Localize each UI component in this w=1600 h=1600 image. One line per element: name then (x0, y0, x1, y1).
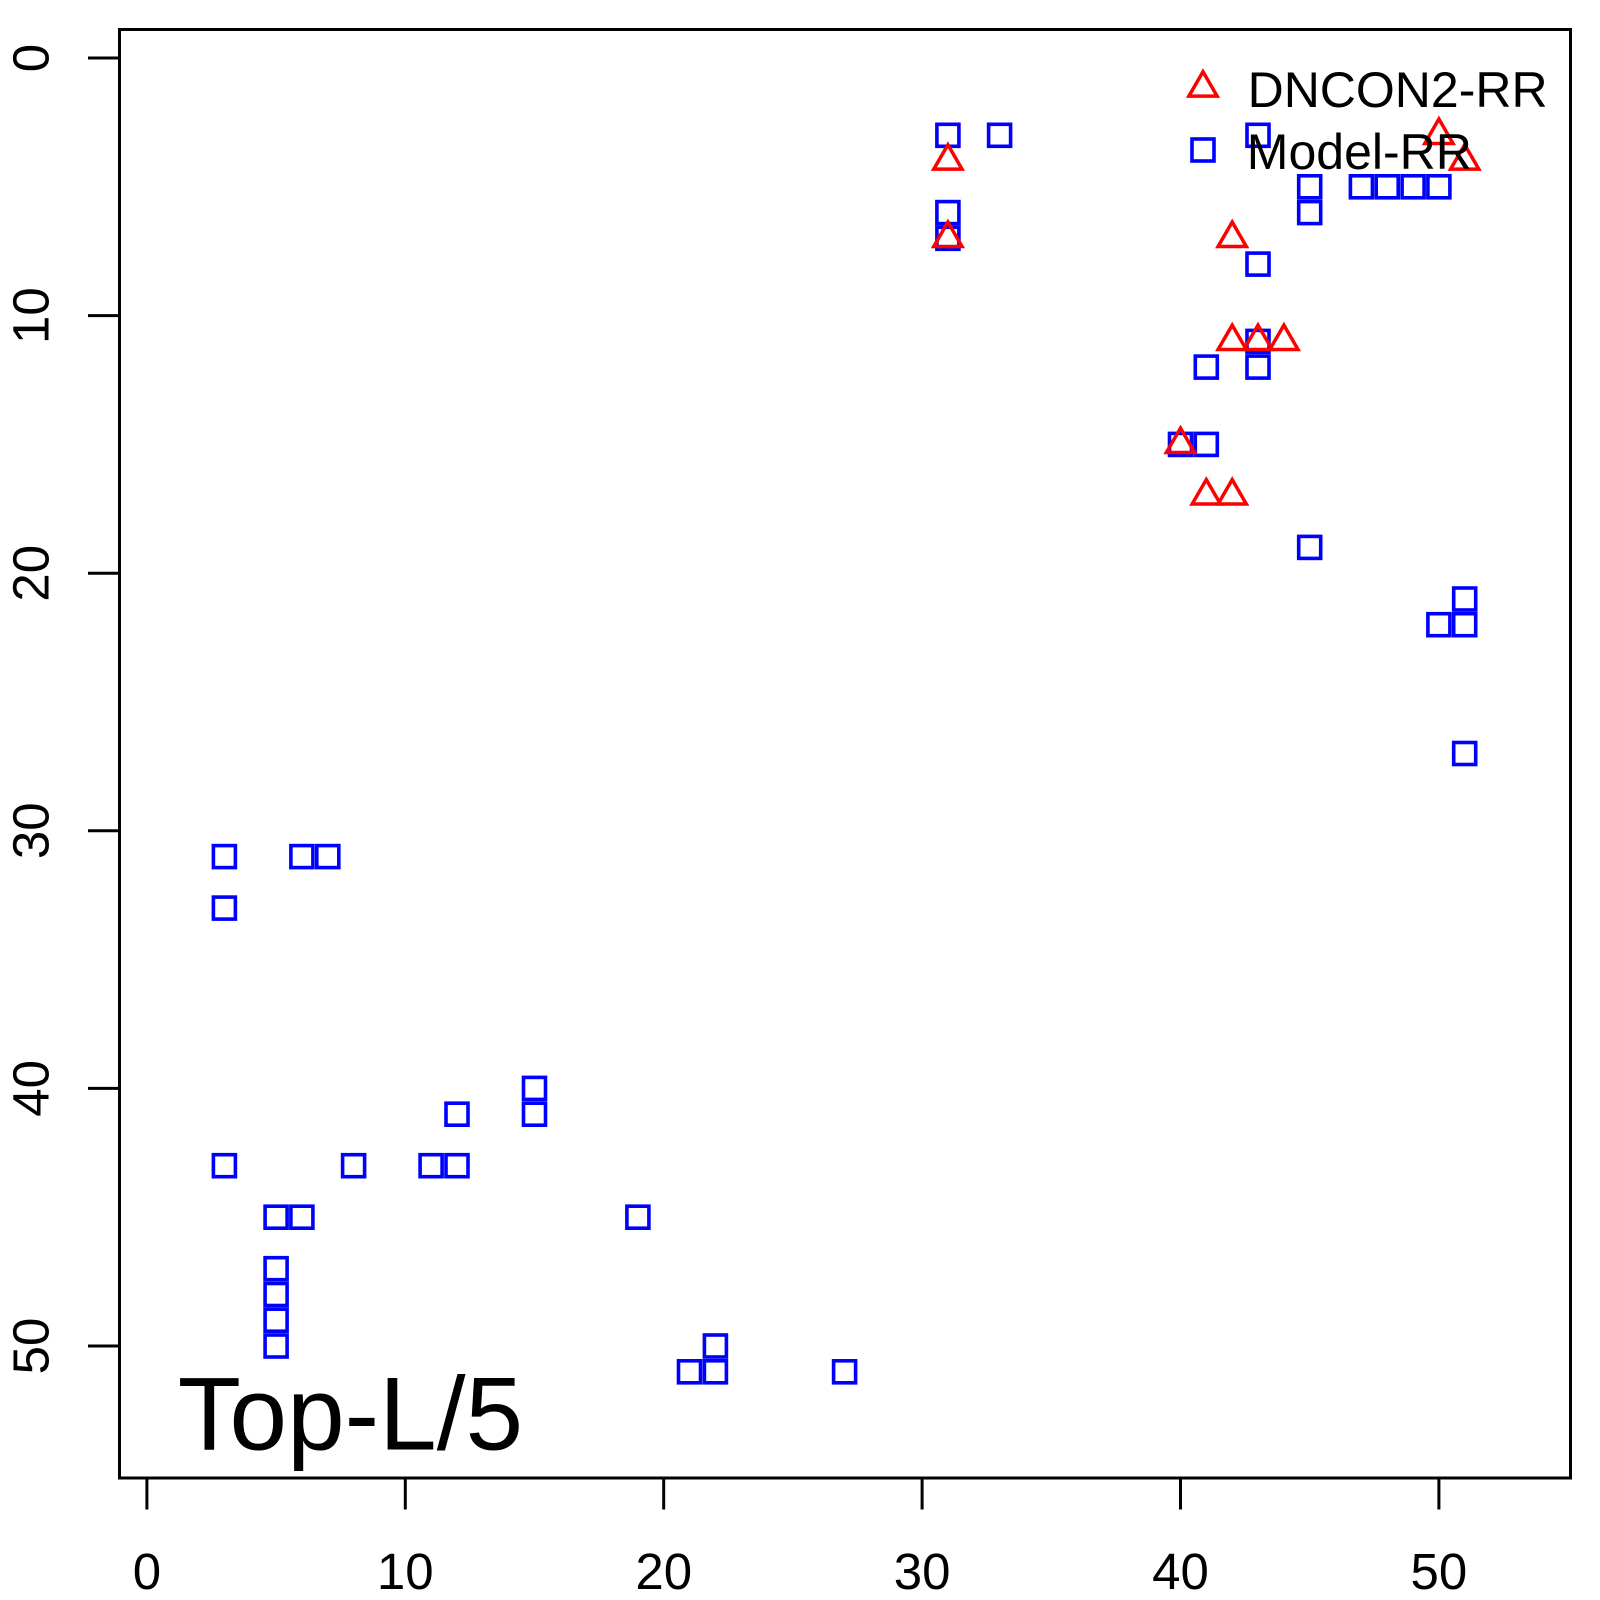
svg-text:20: 20 (3, 545, 60, 602)
svg-text:0: 0 (133, 1543, 161, 1600)
svg-text:20: 20 (635, 1543, 692, 1600)
svg-text:Model-RR: Model-RR (1247, 124, 1472, 180)
svg-text:40: 40 (3, 1060, 60, 1117)
svg-text:30: 30 (3, 802, 60, 859)
svg-text:30: 30 (894, 1543, 951, 1600)
svg-text:Top-L/5: Top-L/5 (178, 1355, 523, 1471)
svg-text:50: 50 (3, 1318, 60, 1375)
svg-text:0: 0 (3, 44, 60, 72)
svg-text:DNCON2-RR: DNCON2-RR (1248, 62, 1548, 118)
svg-text:50: 50 (1411, 1543, 1468, 1600)
svg-text:40: 40 (1152, 1543, 1209, 1600)
svg-text:10: 10 (377, 1543, 434, 1600)
svg-text:10: 10 (3, 287, 60, 344)
